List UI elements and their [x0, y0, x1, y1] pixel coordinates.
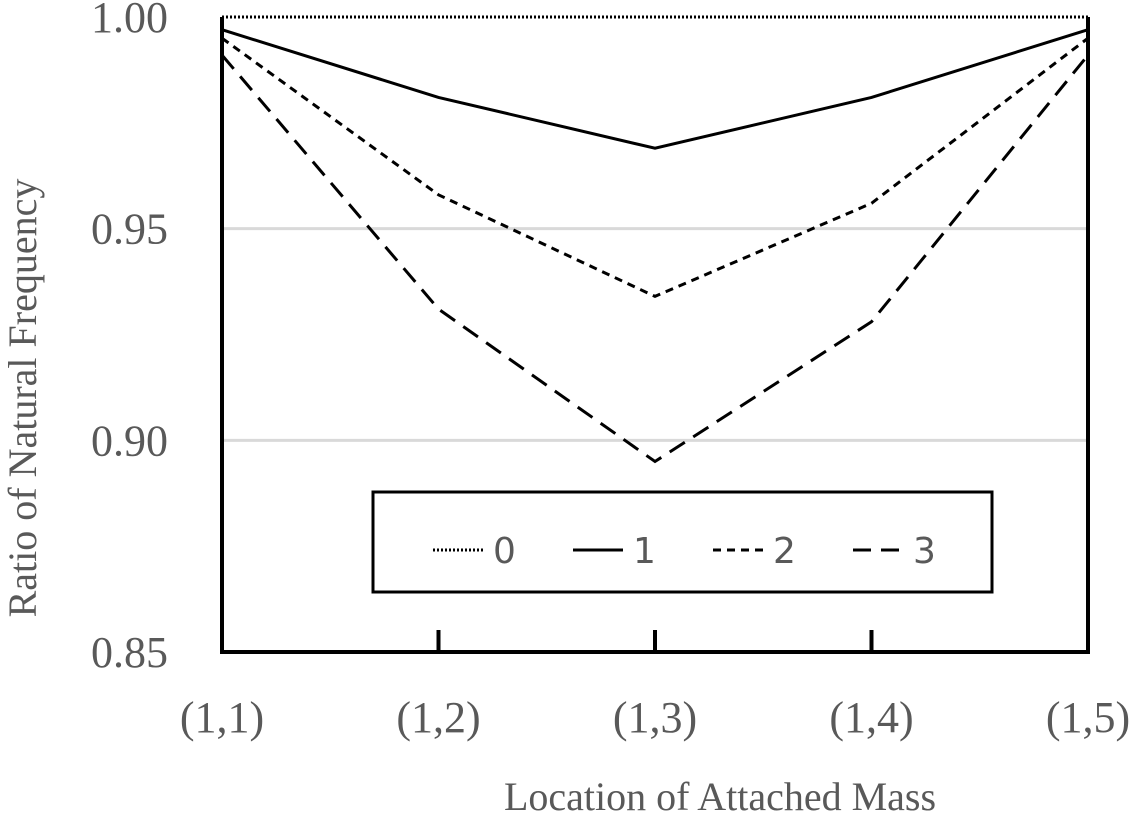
series-line-3	[220, 54, 1090, 464]
x-tick-label: (1,2)	[396, 693, 480, 742]
x-axis-label: Location of Attached Mass	[504, 774, 936, 816]
series-line-2	[221, 36, 1089, 299]
series-line-1	[221, 28, 1089, 150]
legend: 0 1 2 3	[371, 490, 994, 594]
x-tick-labels: (1,1) (1,2) (1,3) (1,4) (1,5)	[180, 693, 1130, 742]
y-tick-labels: 0.85 0.90 0.95 1.00	[91, 0, 168, 677]
legend-label: 2	[773, 531, 796, 572]
legend-label: 3	[913, 531, 936, 572]
x-tick-label: (1,4)	[829, 693, 913, 742]
y-tick-label: 0.90	[91, 416, 168, 465]
y-tick-label: 0.85	[91, 628, 168, 677]
x-tick-label: (1,1)	[180, 693, 264, 742]
gridlines	[222, 227, 1088, 442]
y-tick-label: 0.95	[91, 205, 168, 254]
y-axis-label: Ratio of Natural Frequency	[0, 179, 45, 618]
x-tick-label: (1,3)	[613, 693, 697, 742]
legend-label: 1	[633, 531, 656, 572]
axes	[220, 17, 1090, 654]
y-tick-label: 1.00	[91, 0, 168, 42]
series-group	[220, 15, 1090, 464]
legend-box	[371, 490, 994, 594]
legend-label: 0	[493, 531, 516, 572]
x-tick-label: (1,5)	[1046, 693, 1130, 742]
